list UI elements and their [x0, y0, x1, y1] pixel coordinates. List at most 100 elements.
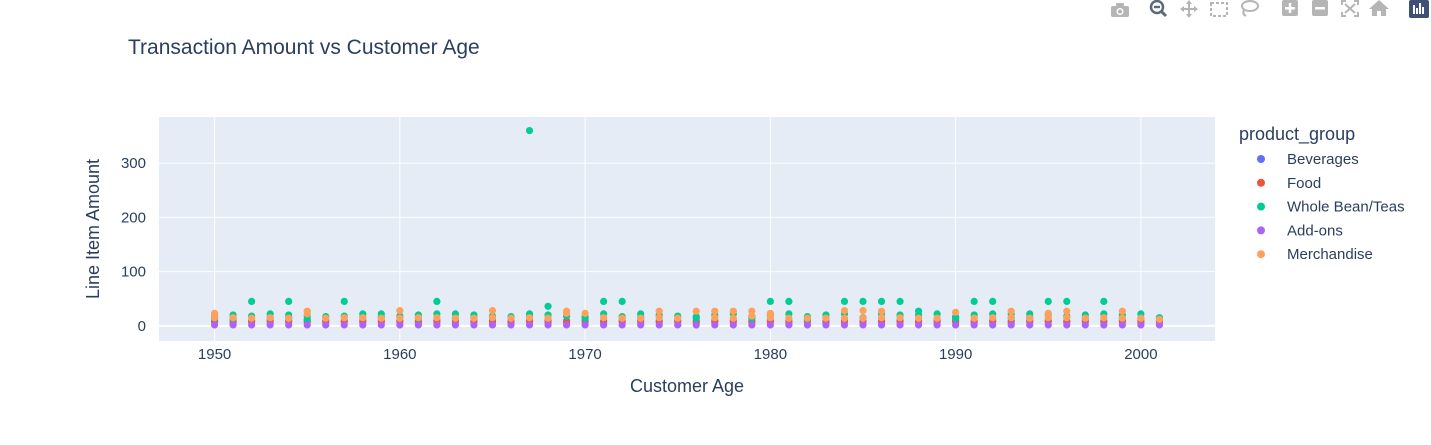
- data-point[interactable]: [859, 307, 867, 315]
- data-point[interactable]: [729, 314, 737, 322]
- data-point[interactable]: [803, 321, 812, 329]
- data-point[interactable]: [525, 314, 534, 322]
- data-point[interactable]: [1063, 321, 1071, 329]
- data-point[interactable]: [692, 314, 700, 322]
- data-point[interactable]: [711, 314, 719, 322]
- data-point[interactable]: [248, 321, 256, 329]
- reset-axes-icon[interactable]: [1367, 0, 1391, 18]
- data-point[interactable]: [785, 297, 793, 306]
- data-point[interactable]: [859, 314, 867, 322]
- data-point[interactable]: [562, 321, 571, 329]
- plot-area[interactable]: [159, 117, 1215, 341]
- data-point[interactable]: [896, 314, 904, 322]
- legend-item[interactable]: Food: [1257, 175, 1321, 192]
- data-point[interactable]: [877, 297, 886, 306]
- data-point[interactable]: [229, 314, 237, 322]
- data-point[interactable]: [1137, 321, 1145, 329]
- data-point[interactable]: [525, 321, 534, 329]
- data-point[interactable]: [840, 307, 849, 315]
- data-point[interactable]: [396, 307, 404, 315]
- data-point[interactable]: [303, 321, 311, 329]
- data-point[interactable]: [340, 321, 348, 329]
- data-point[interactable]: [952, 314, 960, 322]
- data-point[interactable]: [674, 314, 682, 322]
- data-point[interactable]: [433, 314, 441, 322]
- data-point[interactable]: [729, 321, 737, 329]
- zoom-out-icon[interactable]: [1308, 0, 1332, 18]
- data-point[interactable]: [970, 314, 978, 322]
- data-point[interactable]: [637, 314, 645, 322]
- data-point[interactable]: [637, 321, 645, 329]
- data-point[interactable]: [877, 314, 886, 322]
- data-point[interactable]: [914, 321, 923, 329]
- data-point[interactable]: [507, 321, 515, 329]
- data-point[interactable]: [210, 321, 219, 329]
- data-point[interactable]: [785, 321, 793, 329]
- data-point[interactable]: [248, 297, 256, 306]
- data-point[interactable]: [655, 321, 663, 329]
- data-point[interactable]: [1100, 297, 1108, 306]
- data-point[interactable]: [766, 314, 774, 322]
- data-point[interactable]: [488, 307, 497, 315]
- data-point[interactable]: [674, 321, 682, 329]
- data-point[interactable]: [859, 297, 867, 306]
- data-point[interactable]: [1063, 314, 1071, 322]
- autoscale-icon[interactable]: [1338, 0, 1362, 18]
- data-point[interactable]: [748, 312, 756, 320]
- data-point[interactable]: [414, 321, 422, 329]
- data-point[interactable]: [1118, 307, 1126, 315]
- data-point[interactable]: [1118, 321, 1126, 329]
- data-point[interactable]: [248, 314, 256, 322]
- data-point[interactable]: [433, 321, 441, 329]
- data-point[interactable]: [377, 321, 385, 329]
- data-point[interactable]: [1007, 314, 1015, 322]
- data-point[interactable]: [970, 321, 978, 329]
- data-point[interactable]: [692, 321, 700, 329]
- data-point[interactable]: [1063, 307, 1071, 315]
- data-point[interactable]: [544, 321, 552, 329]
- data-point[interactable]: [840, 321, 849, 329]
- data-point[interactable]: [1155, 315, 1164, 323]
- data-point[interactable]: [303, 315, 311, 323]
- lasso-select-icon[interactable]: [1237, 0, 1261, 18]
- zoom-in-icon[interactable]: [1278, 0, 1302, 18]
- data-point[interactable]: [581, 309, 589, 317]
- data-point[interactable]: [914, 314, 923, 322]
- data-point[interactable]: [396, 314, 404, 322]
- data-point[interactable]: [729, 307, 737, 315]
- data-point[interactable]: [1044, 297, 1052, 306]
- data-point[interactable]: [451, 321, 460, 329]
- data-point[interactable]: [822, 314, 830, 322]
- data-point[interactable]: [1118, 314, 1126, 322]
- data-point[interactable]: [970, 297, 978, 306]
- data-point[interactable]: [896, 321, 904, 329]
- legend-item[interactable]: Beverages: [1257, 151, 1359, 168]
- data-point[interactable]: [322, 321, 330, 329]
- data-point[interactable]: [1026, 321, 1034, 329]
- data-point[interactable]: [1081, 321, 1089, 329]
- data-point[interactable]: [618, 297, 626, 306]
- data-point[interactable]: [711, 321, 719, 329]
- data-point[interactable]: [359, 314, 367, 322]
- data-point[interactable]: [229, 321, 237, 329]
- data-point[interactable]: [600, 321, 608, 329]
- data-point[interactable]: [1081, 314, 1089, 322]
- data-point[interactable]: [1026, 314, 1034, 322]
- data-point[interactable]: [322, 314, 330, 322]
- data-point[interactable]: [933, 314, 941, 322]
- data-point[interactable]: [266, 321, 274, 329]
- data-point[interactable]: [1063, 297, 1071, 306]
- data-point[interactable]: [952, 308, 960, 316]
- data-point[interactable]: [748, 321, 756, 329]
- data-point[interactable]: [952, 321, 960, 329]
- data-point[interactable]: [803, 314, 812, 322]
- data-point[interactable]: [396, 321, 404, 329]
- data-point[interactable]: [692, 307, 700, 315]
- legend-item[interactable]: Merchandise: [1257, 246, 1373, 263]
- data-point[interactable]: [285, 314, 293, 322]
- data-point[interactable]: [933, 321, 941, 329]
- data-point[interactable]: [600, 297, 608, 306]
- data-point[interactable]: [433, 297, 441, 306]
- data-point[interactable]: [877, 307, 886, 315]
- data-point[interactable]: [488, 314, 497, 322]
